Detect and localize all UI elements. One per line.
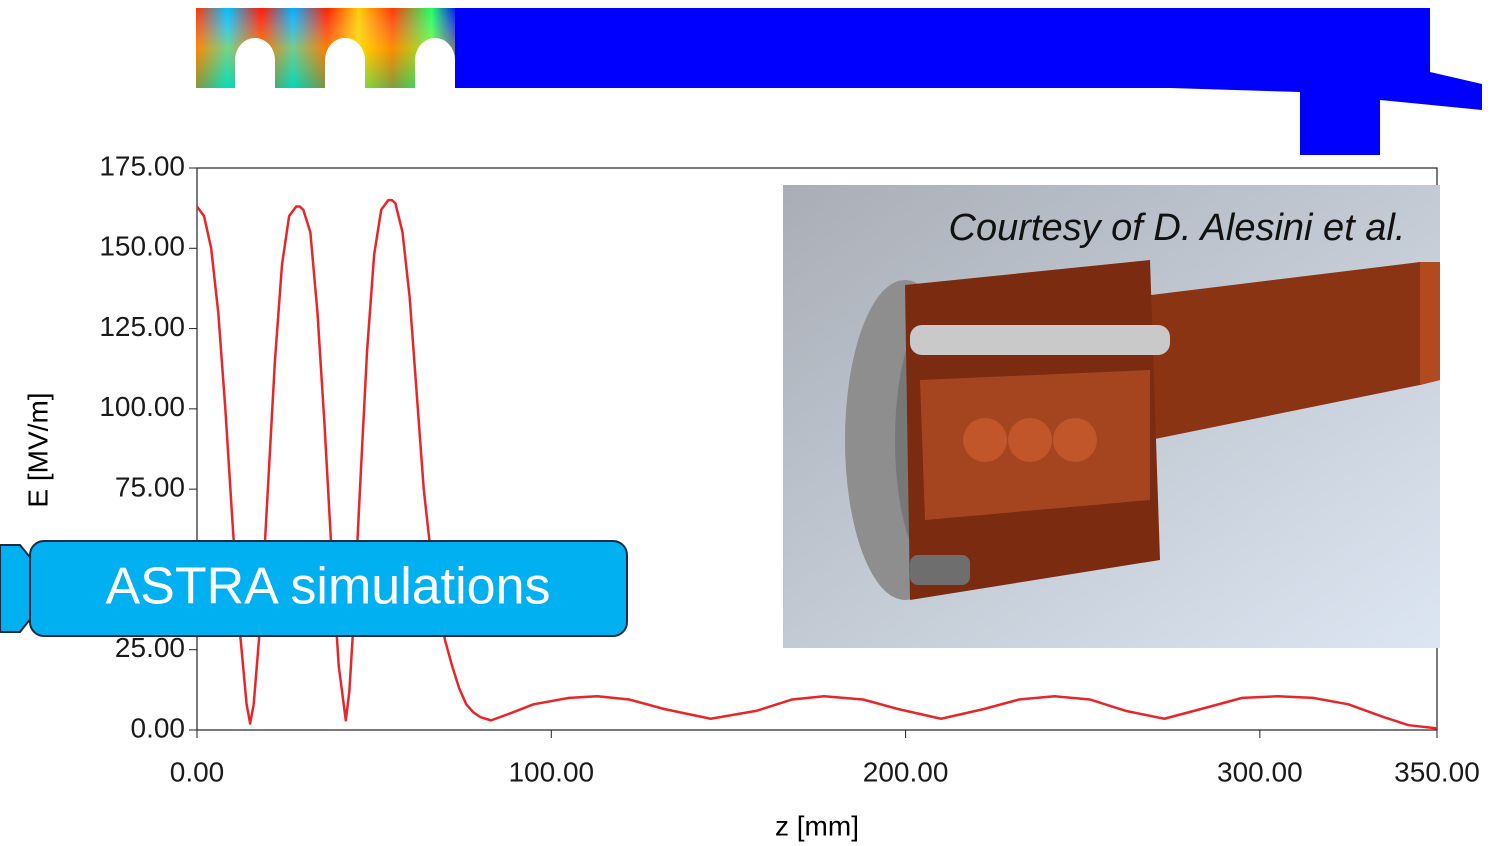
field-map [196,8,1482,155]
chart: 0.0025.0050.0075.00100.00125.00150.00175… [0,0,1499,846]
x-tick-label: 0.00 [170,756,225,787]
astra-callout: ASTRA simulations [0,541,627,636]
x-axis-label: z [mm] [775,810,859,841]
y-tick-label: 75.00 [115,472,185,503]
x-tick-label: 100.00 [508,756,594,787]
y-tick-label: 0.00 [131,712,186,743]
callout-text: ASTRA simulations [105,558,550,616]
x-tick-label: 300.00 [1217,756,1303,787]
y-tick-label: 150.00 [99,231,185,262]
y-tick-label: 100.00 [99,391,185,422]
x-tick-label: 350.00 [1394,756,1480,787]
cad-image [783,185,1440,648]
y-tick-label: 175.00 [99,150,185,181]
courtesy-note: Courtesy of D. Alesini et al. [949,207,1406,249]
y-tick-label: 125.00 [99,311,185,342]
y-axis-label: E [MV/m] [22,392,53,507]
x-tick-label: 200.00 [863,756,949,787]
